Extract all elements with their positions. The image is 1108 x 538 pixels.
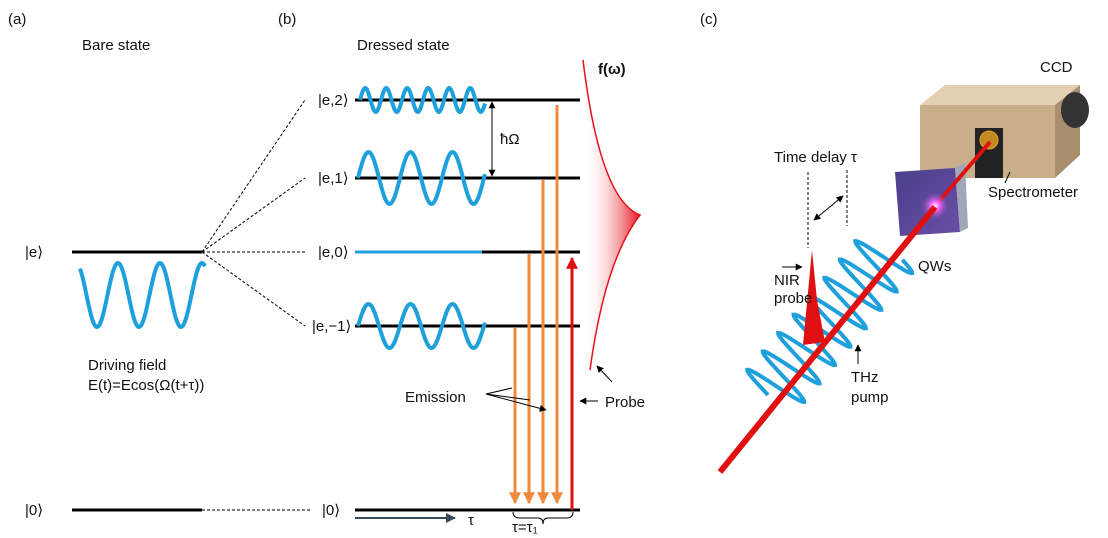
signal-beam: [933, 140, 992, 208]
field-label: Driving field: [88, 357, 166, 374]
emission-label: Emission: [405, 389, 466, 406]
thz-label: THz: [851, 369, 879, 386]
level-label: |e,1⟩: [318, 170, 349, 187]
spectrometer-label: Spectrometer: [988, 184, 1078, 201]
level-label: |e,−1⟩: [312, 318, 351, 335]
level-label: |0⟩: [25, 502, 43, 519]
probe-label: Probe: [605, 394, 645, 411]
panel-c: (c) CCD Spectrometer QWs Time delay τ NI…: [700, 11, 1089, 474]
panel-a: (a) Bare state |e⟩ |0⟩ Driving field E(t…: [8, 11, 312, 519]
level-label: |e,0⟩: [318, 244, 349, 261]
time-label: τ: [468, 512, 474, 529]
nir-label: probe: [774, 290, 812, 307]
panel-label: (a): [8, 11, 26, 28]
emission-arrows: [509, 105, 563, 505]
dressed-wave: [356, 150, 487, 206]
panel-title: Bare state: [82, 37, 150, 54]
pointer: [1004, 171, 1011, 184]
level-label: |e,2⟩: [318, 92, 349, 109]
panel-label: (c): [700, 11, 718, 28]
distribution-label: f(ω): [598, 61, 626, 78]
nir-label: NIR: [774, 272, 800, 289]
driving-wave: [78, 260, 207, 330]
spacing-label: ħΩ: [500, 131, 520, 148]
level-label: |0⟩: [322, 502, 340, 519]
panel-title: Dressed state: [357, 37, 450, 54]
delay-label: Time delay τ: [774, 149, 857, 166]
thz-wave: [745, 239, 915, 404]
level-label: |e⟩: [25, 244, 43, 261]
ccd-label: CCD: [1040, 59, 1073, 76]
thz-label: pump: [851, 389, 889, 406]
distribution-edge: [582, 59, 642, 371]
brace: [512, 511, 574, 525]
slit-aperture: [979, 130, 999, 150]
qws-label: QWs: [918, 258, 951, 275]
delay-arrow: [813, 195, 844, 221]
pointer: [485, 387, 546, 410]
delay-label: τ=τ₁: [512, 519, 538, 536]
spectrometer: [920, 85, 1080, 105]
ccd: [1061, 92, 1089, 128]
panel-b: (b) Dressed state f(ω) |e,2⟩ |e,1⟩ |e,0⟩…: [278, 11, 645, 536]
connector: [201, 99, 306, 327]
panel-label: (b): [278, 11, 296, 28]
nir-pulse: [803, 250, 825, 345]
distribution: [583, 60, 640, 370]
beam: [717, 205, 938, 474]
pointer: [596, 365, 613, 383]
dressed-wave: [356, 302, 487, 350]
field-label: E(t)=Ecos(Ω(t+τ)): [88, 377, 204, 394]
dressed-wave: [358, 85, 487, 115]
